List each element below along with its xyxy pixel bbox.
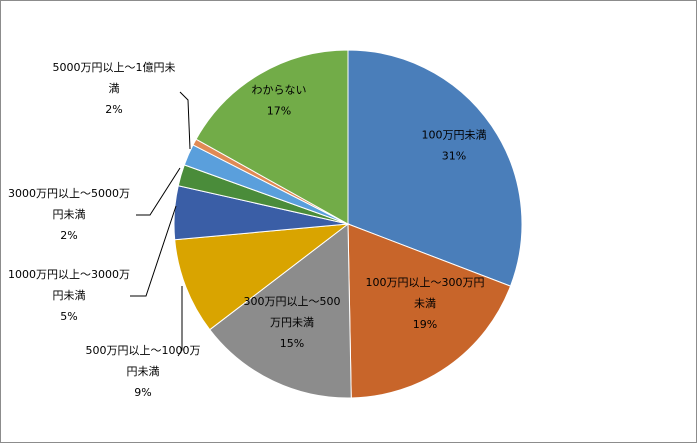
pie-slice <box>174 223 350 331</box>
pie-slice <box>347 223 512 399</box>
data-label-percent: 19% <box>413 318 437 331</box>
data-label-category: 円未満 <box>127 365 160 378</box>
leader-line <box>130 205 177 297</box>
data-label-category: 500万円以上～1000万 <box>86 344 201 357</box>
data-label-category: 円未満 <box>53 208 86 221</box>
pie-slice <box>209 223 352 399</box>
data-label-category: 3000万円以上～5000万 <box>8 187 130 200</box>
data-label-category: 100万円未満 <box>422 129 487 142</box>
data-label-category: 円未満 <box>53 289 86 302</box>
data-label-category: 満 <box>109 82 120 95</box>
data-label-percent: 15% <box>280 337 304 350</box>
leader-line <box>179 91 191 150</box>
data-label-percent: 31% <box>442 150 466 163</box>
pie-slice <box>195 49 349 225</box>
data-label-category: 5000万円以上～1億円未 <box>53 61 176 74</box>
data-label-category: 1000万円以上～3000万 <box>8 268 130 281</box>
leader-line <box>136 167 181 216</box>
data-label-category: 300万円以上～500 <box>244 295 341 308</box>
data-label-category: 未満 <box>414 297 436 310</box>
leader-line <box>177 286 183 357</box>
data-label-percent: 17% <box>267 105 291 118</box>
data-label-percent: 5% <box>60 310 77 323</box>
data-label-category: わからない <box>252 84 307 97</box>
data-label-category: 万円未満 <box>270 316 314 329</box>
data-label-percent: 2% <box>60 229 77 242</box>
pie-slice <box>347 49 523 287</box>
data-label-percent: 9% <box>134 386 151 399</box>
data-label-percent: 2% <box>105 103 122 116</box>
data-label-category: 100万円以上～300万円 <box>366 276 485 289</box>
